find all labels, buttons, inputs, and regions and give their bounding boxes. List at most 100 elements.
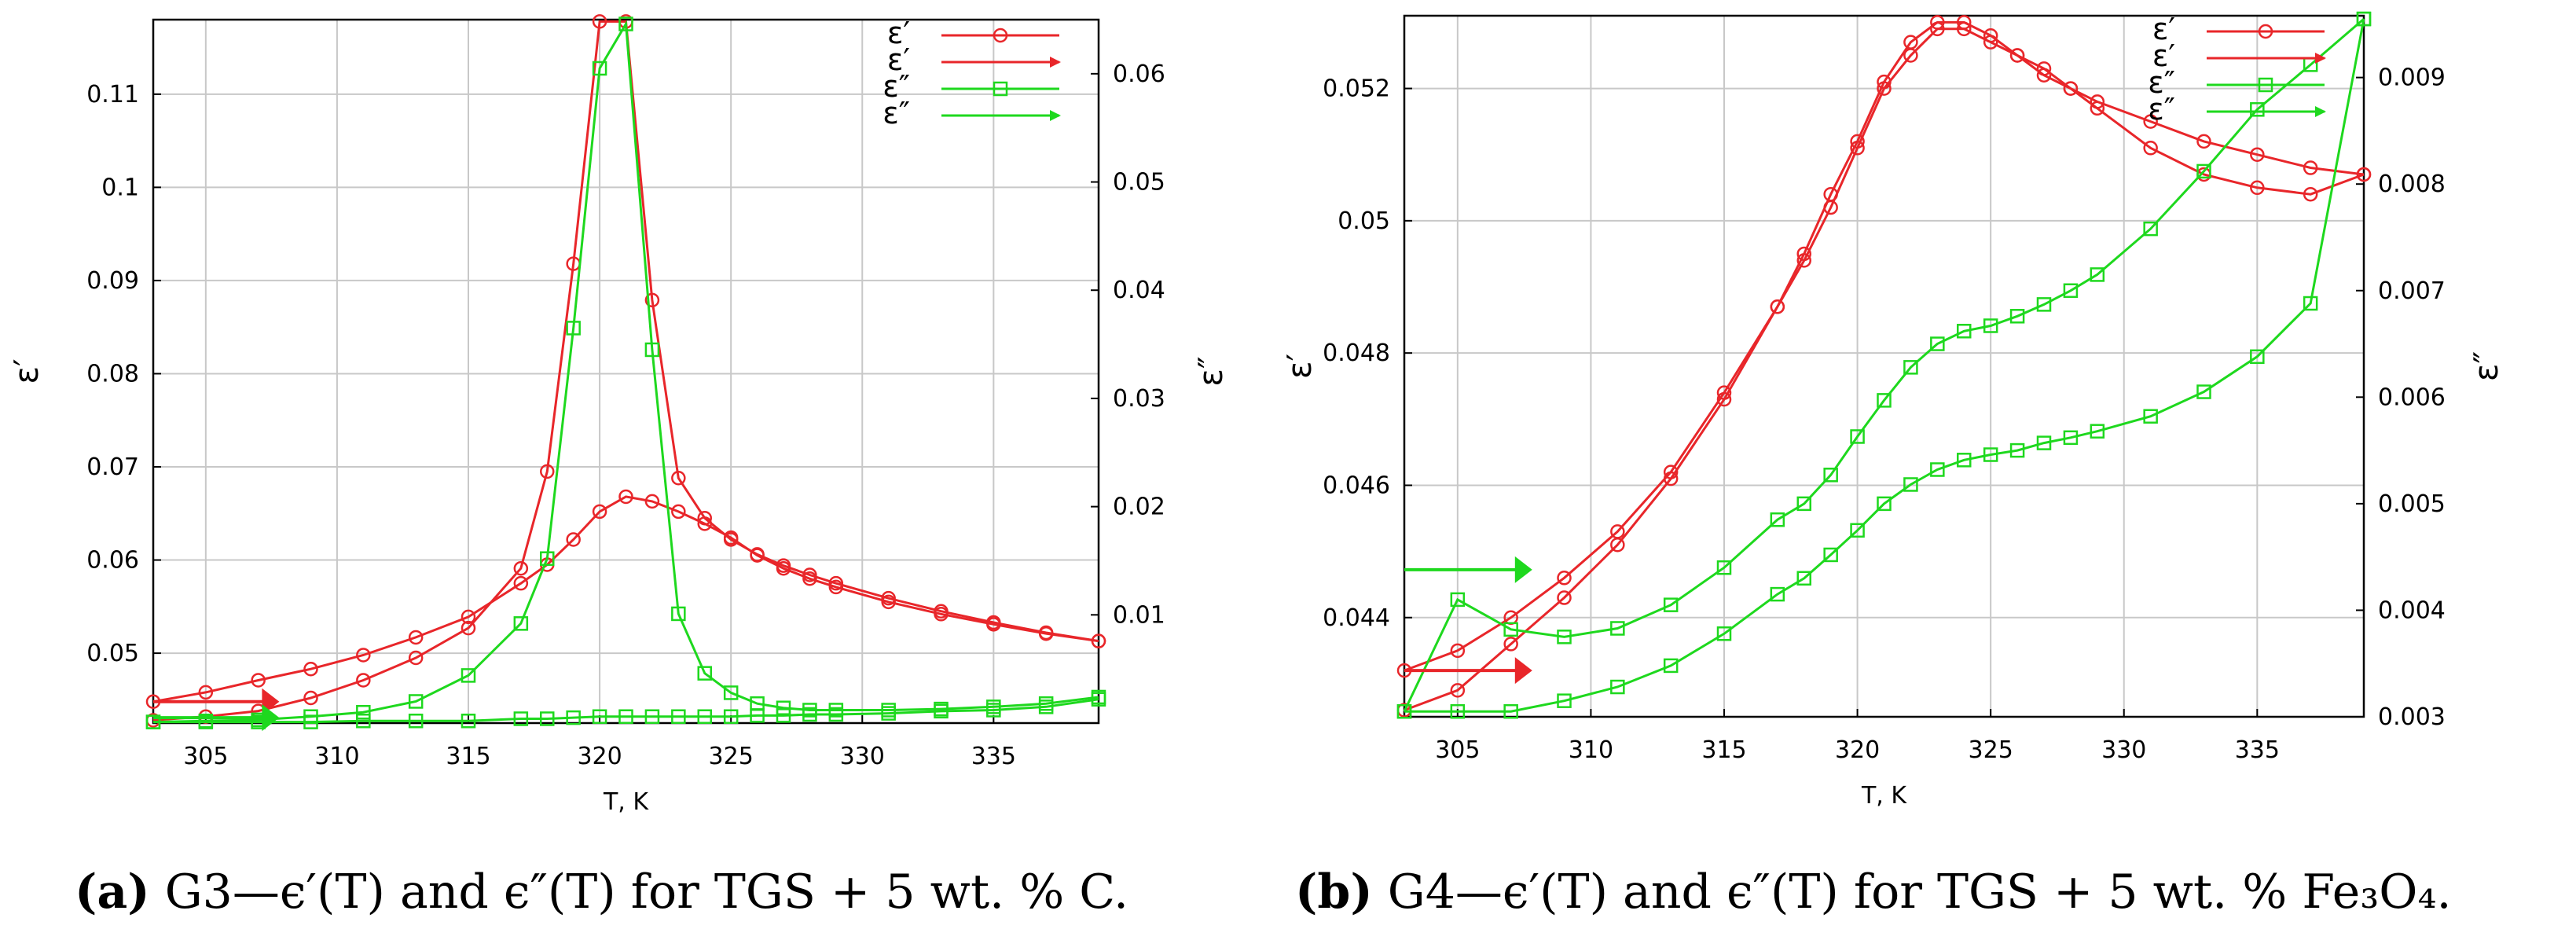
series-1-point-13 — [1930, 21, 1945, 37]
legend-marker-0 — [993, 28, 1008, 43]
x-tick-label-320: 320 — [1835, 736, 1880, 764]
y-right-axis-label: ε″ — [2467, 351, 2505, 381]
y-right-tick-label-2: 0.03 — [1113, 385, 1165, 413]
series-1-point-15 — [723, 532, 739, 547]
x-tick-label-330: 330 — [2101, 736, 2146, 764]
series-2-point-4 — [356, 704, 371, 720]
series-3-point-5 — [1663, 597, 1679, 612]
series-2-point-11 — [1877, 496, 1892, 512]
series-1-point-24 — [1091, 633, 1106, 648]
series-2-point-13 — [1930, 462, 1945, 477]
series-3-point-15 — [1983, 318, 1998, 333]
series-0-point-22 — [2250, 147, 2265, 162]
series-3-point-13 — [671, 709, 686, 724]
series-2-point-3 — [1557, 693, 1572, 708]
x-tick-label-310: 310 — [314, 743, 359, 770]
direction-arrow-head-0 — [1514, 657, 1532, 685]
series-1-point-19 — [828, 575, 844, 591]
series-3-point-19 — [828, 707, 844, 722]
caption-b-letter: (b) — [1295, 865, 1373, 920]
y-right-tick-label-0: 0.003 — [2378, 703, 2446, 731]
x-tick-label-305: 305 — [183, 743, 228, 770]
series-2-point-21 — [2196, 384, 2211, 399]
series-1-point-22 — [2250, 180, 2265, 196]
series-2-point-9 — [1823, 547, 1838, 563]
y-left-axis-label: ε′ — [1280, 354, 1319, 379]
series-3-point-9 — [1823, 468, 1838, 483]
series-line-0 — [152, 495, 1099, 703]
y-left-tick-label-0: 0.044 — [1323, 604, 1390, 632]
series-1-point-5 — [408, 650, 424, 666]
y-left-tick-label-2: 0.048 — [1323, 340, 1390, 367]
series-0-point-7 — [513, 575, 529, 591]
series-2-point-11 — [618, 17, 633, 31]
series-0-point-21 — [2196, 134, 2211, 149]
legend-marker-1 — [2315, 53, 2326, 64]
y-right-tick-label-2: 0.005 — [2378, 490, 2446, 518]
series-0-point-4 — [356, 648, 371, 663]
series-1-point-7 — [513, 560, 529, 576]
series-1-point-21 — [934, 604, 949, 619]
y-right-tick-label-3: 0.006 — [2378, 384, 2446, 411]
x-tick-label-320: 320 — [577, 743, 622, 770]
caption-a-letter: (a) — [75, 865, 150, 920]
series-1-point-18 — [802, 567, 817, 582]
series-0-point-10 — [592, 504, 607, 520]
series-1-point-19 — [2090, 101, 2105, 116]
series-3-point-9 — [566, 710, 581, 725]
series-1-point-12 — [644, 292, 660, 308]
series-3-point-3 — [1557, 630, 1572, 644]
series-2-point-6 — [1716, 626, 1732, 641]
series-1-point-18 — [2063, 81, 2079, 96]
series-3-point-14 — [1957, 324, 1972, 339]
series-3-point-7 — [513, 711, 529, 726]
x-tick-label-310: 310 — [1569, 736, 1613, 764]
series-0-point-20 — [2143, 114, 2158, 129]
series-3-point-6 — [461, 713, 476, 729]
series-3-point-24 — [2356, 11, 2372, 27]
series-2-point-20 — [2143, 409, 2158, 424]
legend-marker-3 — [1050, 110, 1061, 121]
series-3-point-10 — [1850, 429, 1865, 444]
series-0-point-6 — [461, 609, 476, 625]
y-left-tick-label-0: 0.05 — [86, 640, 139, 667]
x-tick-label-325: 325 — [1969, 736, 2013, 764]
series-2-point-23 — [2303, 296, 2318, 311]
legend-label-1: ε′ — [887, 42, 910, 77]
caption-a: (a) G3—ϵ′(T) and ϵ″(T) for TGS + 5 wt. %… — [75, 865, 1128, 920]
series-1-point-4 — [1610, 537, 1625, 553]
legend-label-1: ε′ — [2152, 39, 2175, 73]
series-0-point-2 — [251, 673, 266, 688]
series-2-point-2 — [1503, 703, 1518, 719]
series-0-point-12 — [644, 494, 660, 509]
series-line-2 — [1404, 18, 2365, 713]
legend-marker-2 — [2258, 77, 2273, 93]
series-2-point-6 — [461, 668, 476, 683]
series-1-point-4 — [356, 673, 371, 688]
series-0-point-11 — [618, 489, 633, 505]
series-1-point-1 — [1450, 683, 1466, 698]
y-right-tick-label-1: 0.02 — [1113, 494, 1165, 521]
series-3-point-1 — [1450, 592, 1466, 608]
x-tick-label-330: 330 — [840, 743, 885, 770]
series-1-point-12 — [1903, 48, 1918, 63]
series-2-point-22 — [2250, 349, 2265, 365]
caption-a-text: G3—ϵ′(T) and ϵ″(T) for TGS + 5 wt. % C. — [149, 865, 1129, 920]
series-3-point-17 — [776, 708, 791, 723]
series-3-point-21 — [934, 703, 949, 719]
legend-label-2: ε″ — [883, 69, 910, 104]
series-2-point-7 — [1770, 586, 1785, 602]
series-1-point-20 — [881, 590, 896, 606]
series-2-point-7 — [513, 616, 529, 631]
series-3-point-19 — [2090, 267, 2105, 282]
legend-marker-0 — [2258, 24, 2273, 39]
series-1-point-17 — [776, 558, 791, 573]
series-3-point-10 — [592, 709, 607, 724]
series-3-point-15 — [723, 709, 739, 724]
series-3-point-5 — [408, 713, 424, 729]
series-3-point-22 — [986, 703, 1001, 718]
x-axis-label: T, K — [603, 788, 649, 816]
legend-marker-1 — [1050, 57, 1061, 68]
series-3-point-21 — [2196, 163, 2211, 179]
